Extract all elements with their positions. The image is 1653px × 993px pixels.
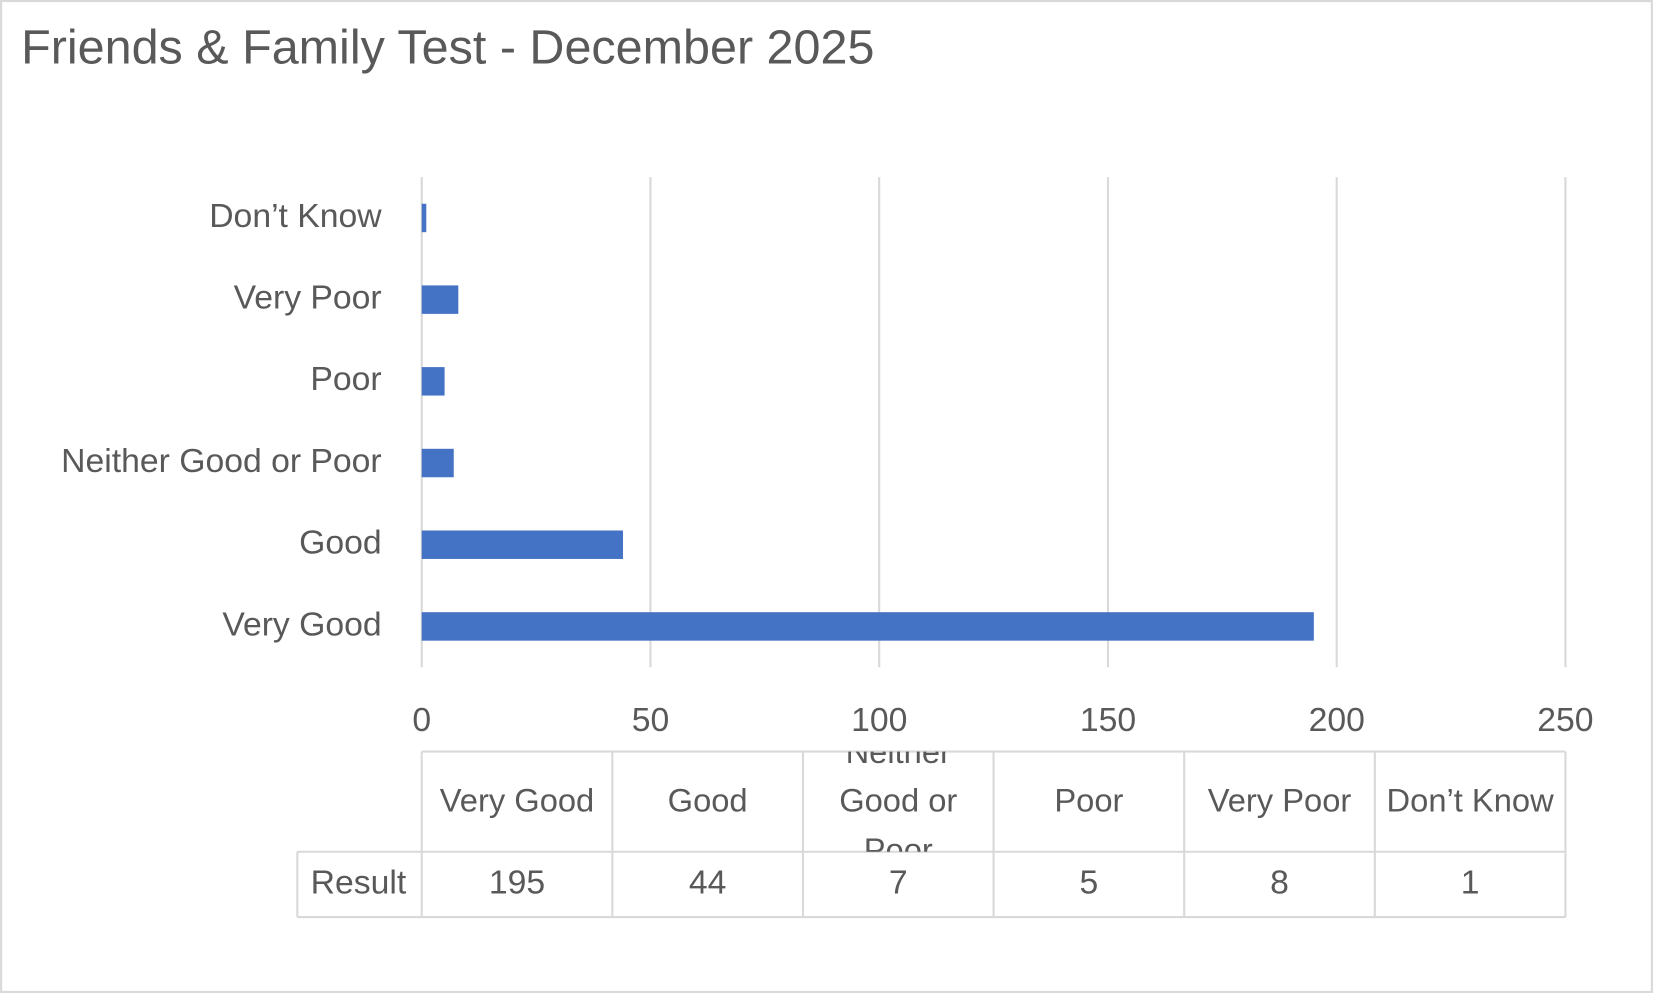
bar [421, 448, 454, 478]
table-header-cell: Neither Good or Poor [839, 751, 958, 852]
x-tick-label: 0 [412, 701, 431, 739]
table-header-cell: Very Poor [1207, 782, 1352, 820]
table-header-text: Very Good [439, 782, 595, 820]
y-tick-label: Poor [310, 360, 381, 398]
table-value: 1 [1461, 863, 1480, 901]
x-tick-label: 50 [632, 701, 670, 739]
bar [421, 530, 624, 559]
table-value: 8 [1270, 863, 1289, 901]
y-tick-label: Very Poor [234, 279, 382, 317]
x-tick-label: 250 [1537, 701, 1593, 739]
bar [421, 367, 445, 396]
x-tick-label: 200 [1309, 701, 1365, 739]
x-tick-label: 100 [851, 701, 907, 739]
table-value: 195 [489, 863, 545, 901]
table-value: 7 [889, 863, 908, 901]
y-tick-label: Good [299, 524, 382, 562]
bar [421, 285, 459, 314]
table-header-text: Neither Good or Poor [839, 751, 958, 852]
y-tick-label: Neither Good or Poor [61, 442, 382, 480]
chart-title: Friends & Family Test - December 2025 [21, 20, 874, 74]
table-header-text: Good [667, 782, 748, 820]
table-row-label: Result [311, 863, 407, 901]
x-tick-label: 150 [1080, 701, 1136, 739]
table-value: 5 [1080, 863, 1099, 901]
y-tick-label: Very Good [222, 605, 381, 643]
table-header-cell: Very Good [439, 782, 595, 820]
bar [421, 203, 427, 233]
table-header-text: Don’t Know [1386, 782, 1554, 820]
table-header-text: Very Poor [1207, 782, 1352, 820]
table-value: 44 [689, 863, 727, 901]
bar [421, 612, 1314, 641]
table-header-cell: Don’t Know [1386, 782, 1554, 820]
table-header-cell: Good [667, 782, 748, 820]
table-header-cell: Poor [1054, 782, 1124, 820]
y-tick-label: Don’t Know [209, 197, 382, 235]
table-header-text: Poor [1054, 782, 1124, 820]
